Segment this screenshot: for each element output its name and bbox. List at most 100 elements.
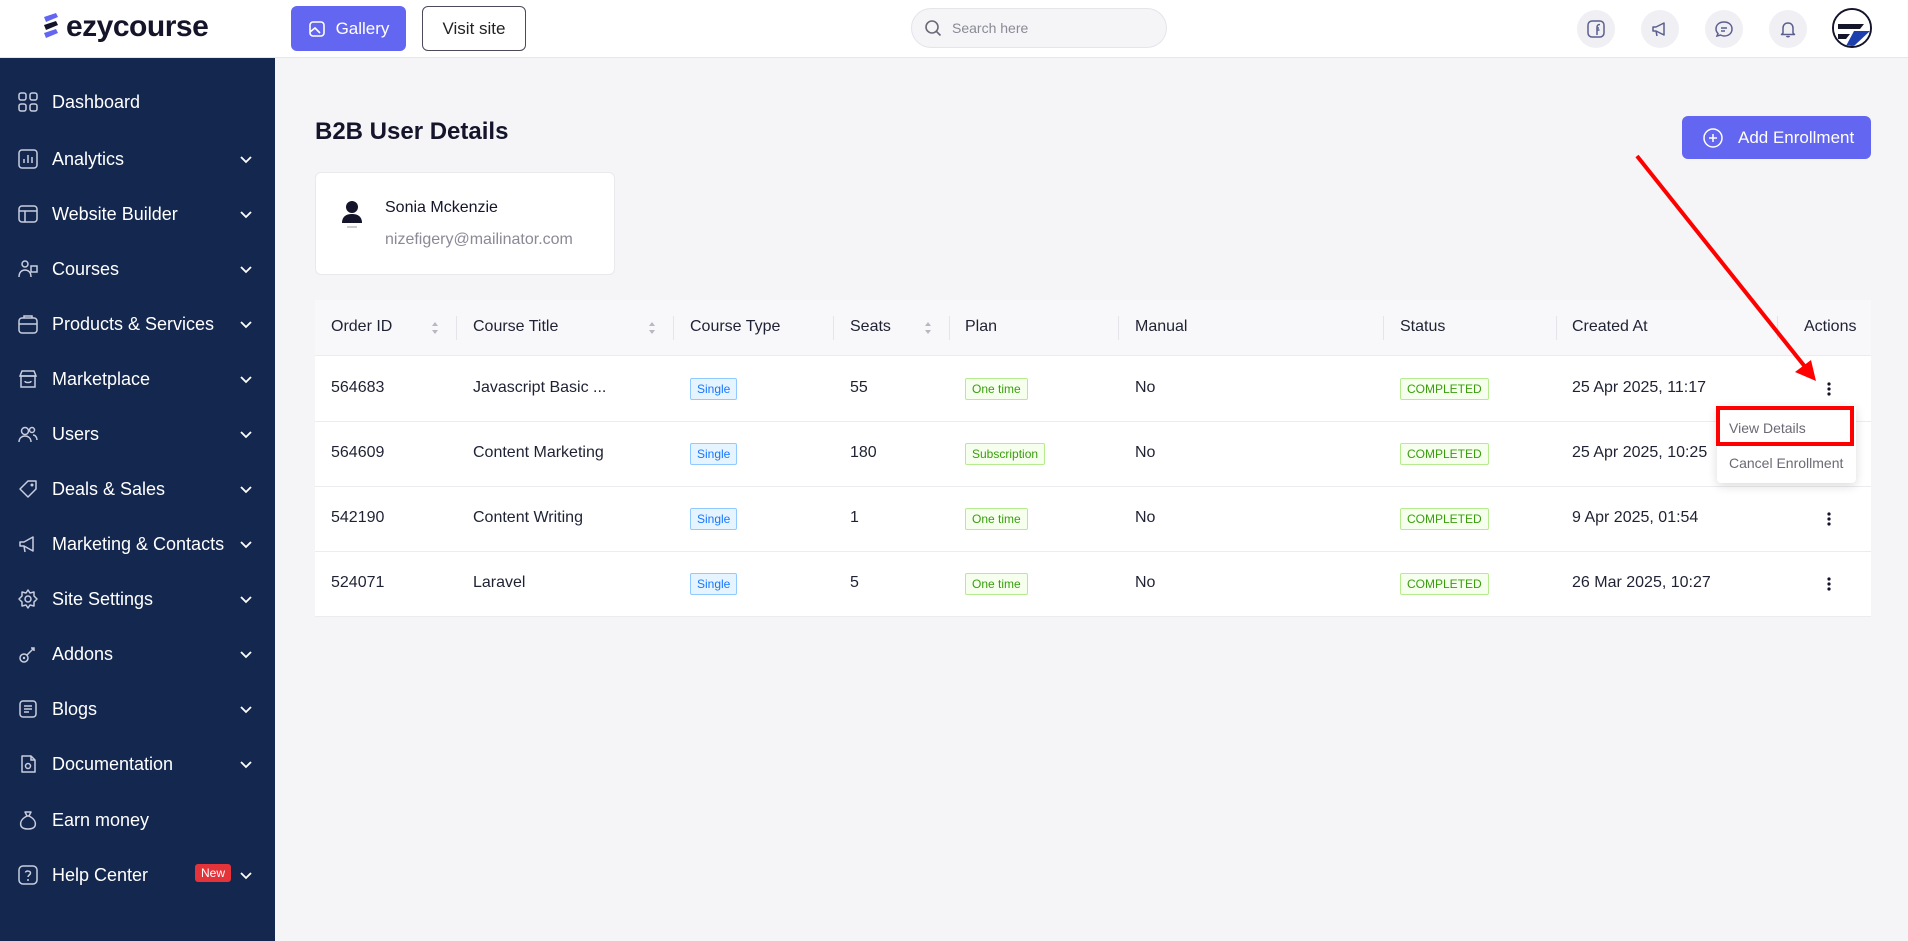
dashboard-icon xyxy=(16,90,40,114)
logo[interactable]: ezycourse xyxy=(40,10,209,44)
addons-icon xyxy=(16,642,40,666)
row-actions-button[interactable] xyxy=(1819,572,1839,596)
column-divider xyxy=(1118,316,1119,340)
course-title: Laravel xyxy=(473,574,526,591)
new-badge: New xyxy=(195,864,232,882)
course-title: Content Writing xyxy=(473,509,583,526)
plan-tag: One time xyxy=(965,573,1028,595)
sidebar-item-label: Users xyxy=(52,423,100,444)
column-divider xyxy=(1383,316,1384,340)
sidebar-item-users[interactable]: Users xyxy=(0,411,275,457)
analytics-icon xyxy=(16,147,40,171)
order-id: 564683 xyxy=(331,379,385,396)
status-badge: COMPLETED xyxy=(1400,378,1489,400)
add-enrollment-button[interactable]: Add Enrollment xyxy=(1682,116,1871,159)
row-actions-button[interactable] xyxy=(1819,507,1839,531)
cancel-enrollment-menu-item[interactable]: Cancel Enrollment xyxy=(1729,455,1844,471)
sidebar-item-analytics[interactable]: Analytics xyxy=(0,136,275,182)
products-icon xyxy=(16,312,40,336)
column-divider xyxy=(1556,316,1557,340)
sidebar-item-marketplace[interactable]: Marketplace xyxy=(0,356,275,402)
course-type-tag: Single xyxy=(690,573,738,595)
sidebar-item-deals-sales[interactable]: Deals & Sales xyxy=(0,466,275,512)
facebook-button[interactable] xyxy=(1577,10,1615,48)
order-id: 542190 xyxy=(331,509,385,526)
sidebar-item-label: Dashboard xyxy=(52,91,141,112)
created-at: 25 Apr 2025, 11:17 xyxy=(1572,379,1707,396)
sort-icon[interactable] xyxy=(647,320,657,336)
chevron-down-icon xyxy=(240,706,252,714)
sidebar-item-products-services[interactable]: Products & Services xyxy=(0,301,275,347)
table-row: 564609 Content Marketing Single 180 Subs… xyxy=(315,422,1871,487)
seats: 55 xyxy=(850,379,868,396)
search-icon xyxy=(925,20,942,37)
course-title: Content Marketing xyxy=(473,444,604,461)
website-builder-icon xyxy=(16,202,40,226)
enrollments-table: Order ID Course Title Course Type Seats … xyxy=(315,300,1871,617)
course-type-tag: Single xyxy=(690,443,738,465)
sidebar-item-blogs[interactable]: Blogs xyxy=(0,686,275,732)
order-id: 524071 xyxy=(331,574,385,591)
manual: No xyxy=(1135,574,1156,591)
chevron-down-icon xyxy=(240,376,252,384)
help-icon xyxy=(16,863,40,887)
marketplace-icon xyxy=(16,367,40,391)
sidebar-item-label: Help Center xyxy=(52,864,149,885)
sidebar-item-label: Documentation xyxy=(52,753,174,774)
row-actions-button[interactable] xyxy=(1819,377,1839,401)
sidebar-item-documentation[interactable]: Documentation xyxy=(0,741,275,787)
plan-tag: One time xyxy=(965,508,1028,530)
seats: 5 xyxy=(850,574,859,591)
view-details-menu-item[interactable]: View Details xyxy=(1729,420,1806,436)
messages-button[interactable] xyxy=(1705,10,1743,48)
search-input[interactable] xyxy=(952,20,1152,36)
announcements-button[interactable] xyxy=(1641,10,1679,48)
sidebar-item-earn-money[interactable]: Earn money xyxy=(0,797,275,843)
sidebar-item-addons[interactable]: Addons xyxy=(0,631,275,677)
table-header: Order ID Course Title Course Type Seats … xyxy=(315,300,1871,356)
user-card: Sonia Mckenzie nizefigery@mailinator.com xyxy=(315,172,615,275)
manual: No xyxy=(1135,509,1156,526)
user-email: nizefigery@mailinator.com xyxy=(385,231,573,248)
tag-icon xyxy=(16,477,40,501)
course-title: Javascript Basic ... xyxy=(473,379,607,396)
sidebar-item-website-builder[interactable]: Website Builder xyxy=(0,191,275,237)
sidebar-item-label: Addons xyxy=(52,643,114,664)
plan-tag: Subscription xyxy=(965,443,1046,465)
sidebar-item-dashboard[interactable]: Dashboard xyxy=(0,79,275,125)
user-avatar[interactable] xyxy=(1832,8,1872,48)
bell-icon xyxy=(1780,22,1796,38)
search-box[interactable] xyxy=(911,8,1167,48)
manual: No xyxy=(1135,379,1156,396)
chevron-down-icon xyxy=(240,156,252,164)
sidebar-item-help-center[interactable]: Help Center New xyxy=(0,852,275,898)
users-icon xyxy=(16,422,40,446)
status-badge: COMPLETED xyxy=(1400,573,1489,595)
table-row: 542190 Content Writing Single 1 One time… xyxy=(315,487,1871,552)
seats: 180 xyxy=(850,444,877,461)
sidebar-item-courses[interactable]: Courses xyxy=(0,246,275,292)
notifications-button[interactable] xyxy=(1769,10,1807,48)
order-id: 564609 xyxy=(331,444,385,461)
plus-circle-icon xyxy=(1703,127,1723,148)
plan-tag: One time xyxy=(965,378,1028,400)
add-enrollment-label: Add Enrollment xyxy=(1738,127,1855,147)
avatar-logo-icon xyxy=(1834,10,1870,46)
sidebar-item-site-settings[interactable]: Site Settings xyxy=(0,576,275,622)
documentation-icon xyxy=(16,752,40,776)
sidebar-item-marketing-contacts[interactable]: Marketing & Contacts xyxy=(0,521,275,567)
column-header: Course Title xyxy=(473,318,559,335)
gallery-label: Gallery xyxy=(335,18,390,38)
chevron-down-icon xyxy=(240,651,252,659)
page-title: B2B User Details xyxy=(315,118,509,145)
seats: 1 xyxy=(850,509,859,526)
sidebar-item-label: Marketplace xyxy=(52,368,151,389)
chevron-down-icon xyxy=(240,541,252,549)
table-row: 564683 Javascript Basic ... Single 55 On… xyxy=(315,357,1871,422)
sort-icon[interactable] xyxy=(430,320,440,336)
column-header: Created At xyxy=(1572,318,1648,335)
sort-icon[interactable] xyxy=(923,320,933,336)
logo-icon xyxy=(44,13,58,38)
gallery-button[interactable]: Gallery xyxy=(291,6,406,51)
visit-site-button[interactable]: Visit site xyxy=(422,6,526,51)
